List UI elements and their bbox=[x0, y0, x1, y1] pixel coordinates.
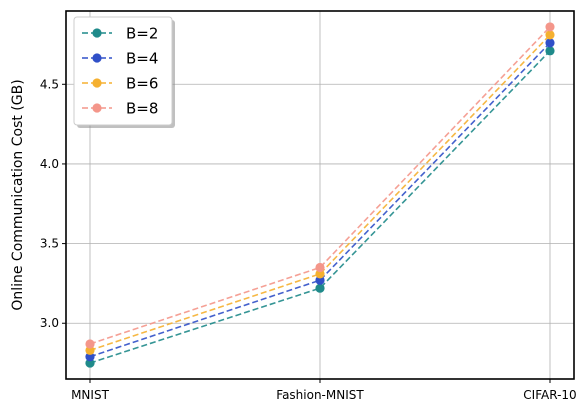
data-point bbox=[545, 30, 555, 40]
x-tick-label: Fashion-MNIST bbox=[276, 388, 364, 402]
y-axis-label: Online Communication Cost (GB) bbox=[10, 79, 26, 310]
legend-marker bbox=[92, 53, 102, 63]
legend-marker bbox=[92, 103, 102, 113]
series-B=6 bbox=[85, 30, 555, 355]
series-line bbox=[89, 50, 551, 364]
data-point bbox=[85, 352, 95, 362]
series-B=8 bbox=[85, 22, 555, 349]
series-lines bbox=[85, 22, 555, 368]
legend-entry: B=4 bbox=[82, 50, 158, 68]
series-line bbox=[89, 26, 551, 345]
legend-label: B=8 bbox=[126, 100, 158, 118]
legend-marker bbox=[92, 28, 102, 38]
x-tick-label: MNIST bbox=[71, 388, 109, 402]
y-tick-label: 4.5 bbox=[40, 77, 59, 91]
x-tick-label: CIFAR-10 bbox=[523, 388, 576, 402]
legend-label: B=2 bbox=[126, 25, 158, 43]
data-point bbox=[545, 22, 555, 32]
data-point bbox=[315, 275, 325, 285]
data-point bbox=[85, 358, 95, 368]
y-tick-label: 4.0 bbox=[40, 157, 59, 171]
legend-entry: B=6 bbox=[82, 75, 158, 93]
data-point bbox=[315, 269, 325, 279]
y-tick-label: 3.0 bbox=[40, 316, 59, 330]
legend-entry: B=2 bbox=[82, 25, 158, 43]
series-line bbox=[89, 34, 551, 352]
data-point bbox=[545, 38, 555, 48]
legend: B=2 B=4 B=6 B=8 bbox=[73, 16, 175, 128]
y-tick-label: 3.5 bbox=[40, 237, 59, 251]
legend-entry: B=8 bbox=[82, 100, 158, 118]
legend-box bbox=[73, 16, 173, 126]
data-point bbox=[545, 46, 555, 56]
series-B=4 bbox=[85, 38, 555, 362]
series-line bbox=[89, 42, 551, 358]
data-point bbox=[315, 262, 325, 273]
series-B=2 bbox=[85, 46, 555, 368]
data-point bbox=[85, 345, 95, 355]
axis-ticks: MNIST Fashion-MNIST CIFAR-10 3.0 3.5 4.0 4.5 bbox=[40, 77, 577, 402]
data-point bbox=[85, 339, 95, 349]
legend-label: B=6 bbox=[126, 75, 158, 93]
legend-label: B=4 bbox=[126, 50, 158, 68]
data-point bbox=[315, 283, 325, 293]
legend-marker bbox=[92, 78, 102, 88]
